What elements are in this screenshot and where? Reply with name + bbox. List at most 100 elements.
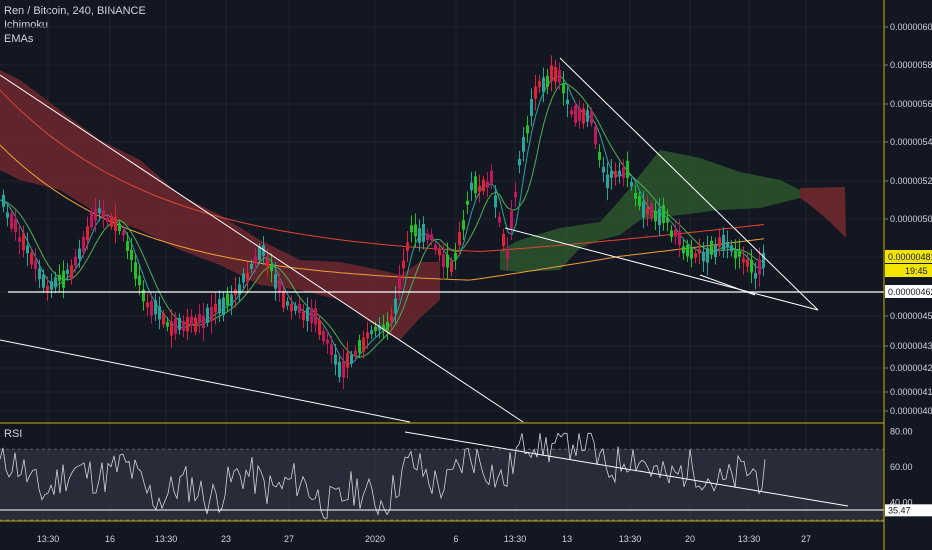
candle-body (598, 151, 601, 160)
candle-body (494, 195, 497, 208)
candle-body (358, 340, 361, 353)
candle-body (70, 265, 73, 279)
candle-body (282, 290, 285, 308)
candle-body (706, 248, 709, 263)
candle-body (250, 264, 253, 269)
time-tick-label: 13 (562, 534, 572, 544)
candle-body (50, 281, 53, 290)
candle-body (62, 270, 65, 288)
candle-body (106, 217, 109, 222)
candle-body (10, 213, 13, 229)
candle-body (726, 241, 729, 248)
candle-body (226, 293, 229, 306)
price-tick-label: 0.00000411 (890, 387, 932, 397)
candle-body (278, 279, 281, 293)
candle-body (666, 217, 669, 223)
candle-body (18, 237, 21, 242)
candle-body (238, 284, 241, 295)
candle-body (410, 225, 413, 233)
candle-body (270, 264, 273, 272)
candle-body (610, 170, 613, 178)
candle-body (754, 273, 757, 279)
candle-body (274, 274, 277, 289)
emas-indicator-label[interactable]: EMAs (4, 33, 34, 45)
candle-body (370, 330, 373, 335)
candle-body (30, 252, 33, 265)
candle-body (230, 294, 233, 306)
candle-body (430, 234, 433, 241)
candle-body (482, 179, 485, 192)
time-tick-label: 13:30 (37, 534, 60, 544)
candle-body (414, 224, 417, 237)
candle-body (558, 69, 561, 83)
candle-body (626, 160, 629, 178)
candle-body (214, 303, 217, 313)
candle-body (658, 208, 661, 226)
ichimoku-indicator-label[interactable]: Ichimoku (4, 19, 49, 31)
candle-body (390, 315, 393, 322)
candle-body (550, 65, 553, 82)
candle-body (242, 273, 245, 283)
candle-body (94, 209, 97, 221)
ichimoku-cloud (0, 70, 846, 340)
candle-body (450, 261, 453, 272)
candle-body (634, 193, 637, 199)
candle-body (222, 297, 225, 315)
bearish-cloud (0, 70, 440, 340)
candle-body (594, 126, 597, 145)
candle-body (742, 258, 745, 263)
time-tick-label: 13:30 (504, 534, 527, 544)
candle-body (306, 307, 309, 322)
rsi-panel (0, 431, 884, 521)
candle-body (554, 66, 557, 82)
candle-body (398, 275, 401, 290)
candle-body (338, 361, 341, 378)
candle-body (86, 226, 89, 241)
candle-body (434, 244, 437, 251)
rsi-indicator-label[interactable]: RSI (4, 428, 23, 440)
time-tick-label: 16 (105, 534, 115, 544)
candle-body (534, 86, 537, 99)
candle-body (474, 176, 477, 194)
candle-body (546, 75, 549, 87)
candle-body (2, 194, 5, 207)
trendline-descending-1 (0, 74, 524, 423)
candle-body (618, 170, 621, 175)
candle-body (58, 274, 61, 281)
time-tick-label: 27 (284, 534, 294, 544)
candle-body (646, 207, 649, 215)
line-price-tag (885, 285, 932, 298)
candle-body (750, 259, 753, 273)
candle-body (26, 245, 29, 254)
candle-body (714, 245, 717, 257)
candle-body (686, 244, 689, 257)
candle-body (142, 289, 145, 302)
candle-body (350, 354, 353, 364)
time-tick-label: 27 (801, 534, 811, 544)
candle-body (46, 286, 49, 291)
candle-body (290, 303, 293, 312)
candle-body (74, 256, 77, 266)
candle-body (526, 125, 529, 134)
rsi-value-tag (885, 504, 932, 517)
candle-body (186, 317, 189, 332)
candle-body (734, 250, 737, 259)
candle-body (478, 185, 481, 192)
trendlines[interactable] (0, 57, 884, 423)
candle-body (746, 259, 749, 267)
candle-body (182, 321, 185, 331)
candle-body (702, 252, 705, 262)
candle-body (530, 98, 533, 116)
candle-body (622, 167, 625, 179)
time-tick-label: 13:30 (619, 534, 642, 544)
candle-body (170, 321, 173, 336)
candle-body (98, 208, 101, 214)
rsi-line (0, 432, 766, 519)
candle-body (342, 360, 345, 378)
candle-body (518, 158, 521, 166)
candle-body (254, 256, 257, 264)
candle-body (150, 301, 153, 316)
candle-body (490, 170, 493, 184)
